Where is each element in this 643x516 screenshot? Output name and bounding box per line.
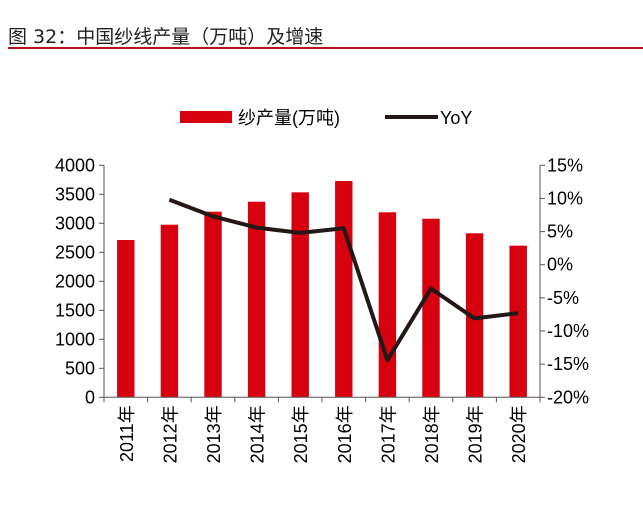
legend-label-bar: 纱产量(万吨) [238, 108, 340, 128]
bar-2013年 [204, 211, 222, 398]
legend-label-line: YoY [440, 108, 472, 128]
figure-title: 图 32：中国纱线产量（万吨）及增速 [8, 26, 324, 48]
x-tick-label: 2012年 [160, 405, 180, 463]
right-tick-label: -5% [547, 288, 579, 308]
right-tick-label: -20% [547, 387, 589, 407]
bar-2014年 [247, 201, 266, 398]
left-tick-label: 500 [65, 358, 95, 378]
bar-2015年 [291, 192, 309, 398]
right-tick-label: -15% [547, 354, 589, 374]
bar-2018年 [422, 218, 440, 398]
right-tick-label: 15% [547, 155, 583, 175]
left-tick-label: 4000 [55, 155, 95, 175]
left-tick-label: 3000 [55, 213, 95, 233]
x-tick-label: 2017年 [378, 405, 398, 463]
right-tick-label: 5% [547, 222, 573, 242]
x-tick-label: 2020年 [509, 405, 529, 463]
x-tick-label: 2011年 [117, 405, 137, 462]
bar-2019年 [465, 233, 484, 398]
bar-2017年 [378, 212, 397, 398]
title-rule [8, 47, 643, 49]
bar-2012年 [160, 224, 179, 398]
right-tick-label: 0% [547, 255, 573, 275]
left-tick-label: 3500 [55, 184, 95, 204]
right-tick-label: -10% [547, 321, 589, 341]
bar-2016年 [335, 181, 353, 398]
x-tick-label: 2016年 [335, 405, 355, 463]
bar-2011年 [117, 240, 135, 398]
left-tick-label: 2500 [55, 242, 95, 262]
left-tick-label: 1000 [55, 329, 95, 349]
x-tick-label: 2018年 [422, 405, 442, 463]
legend-swatch-bar [180, 111, 232, 123]
bar-2020年 [509, 245, 527, 398]
left-tick-label: 0 [85, 387, 95, 407]
x-tick-label: 2015年 [291, 405, 311, 463]
x-tick-label: 2019年 [466, 405, 486, 463]
left-tick-label: 1500 [55, 300, 95, 320]
x-tick-label: 2013年 [204, 405, 224, 463]
right-tick-label: 10% [547, 188, 583, 208]
left-tick-label: 2000 [55, 271, 95, 291]
x-tick-label: 2014年 [248, 405, 268, 463]
